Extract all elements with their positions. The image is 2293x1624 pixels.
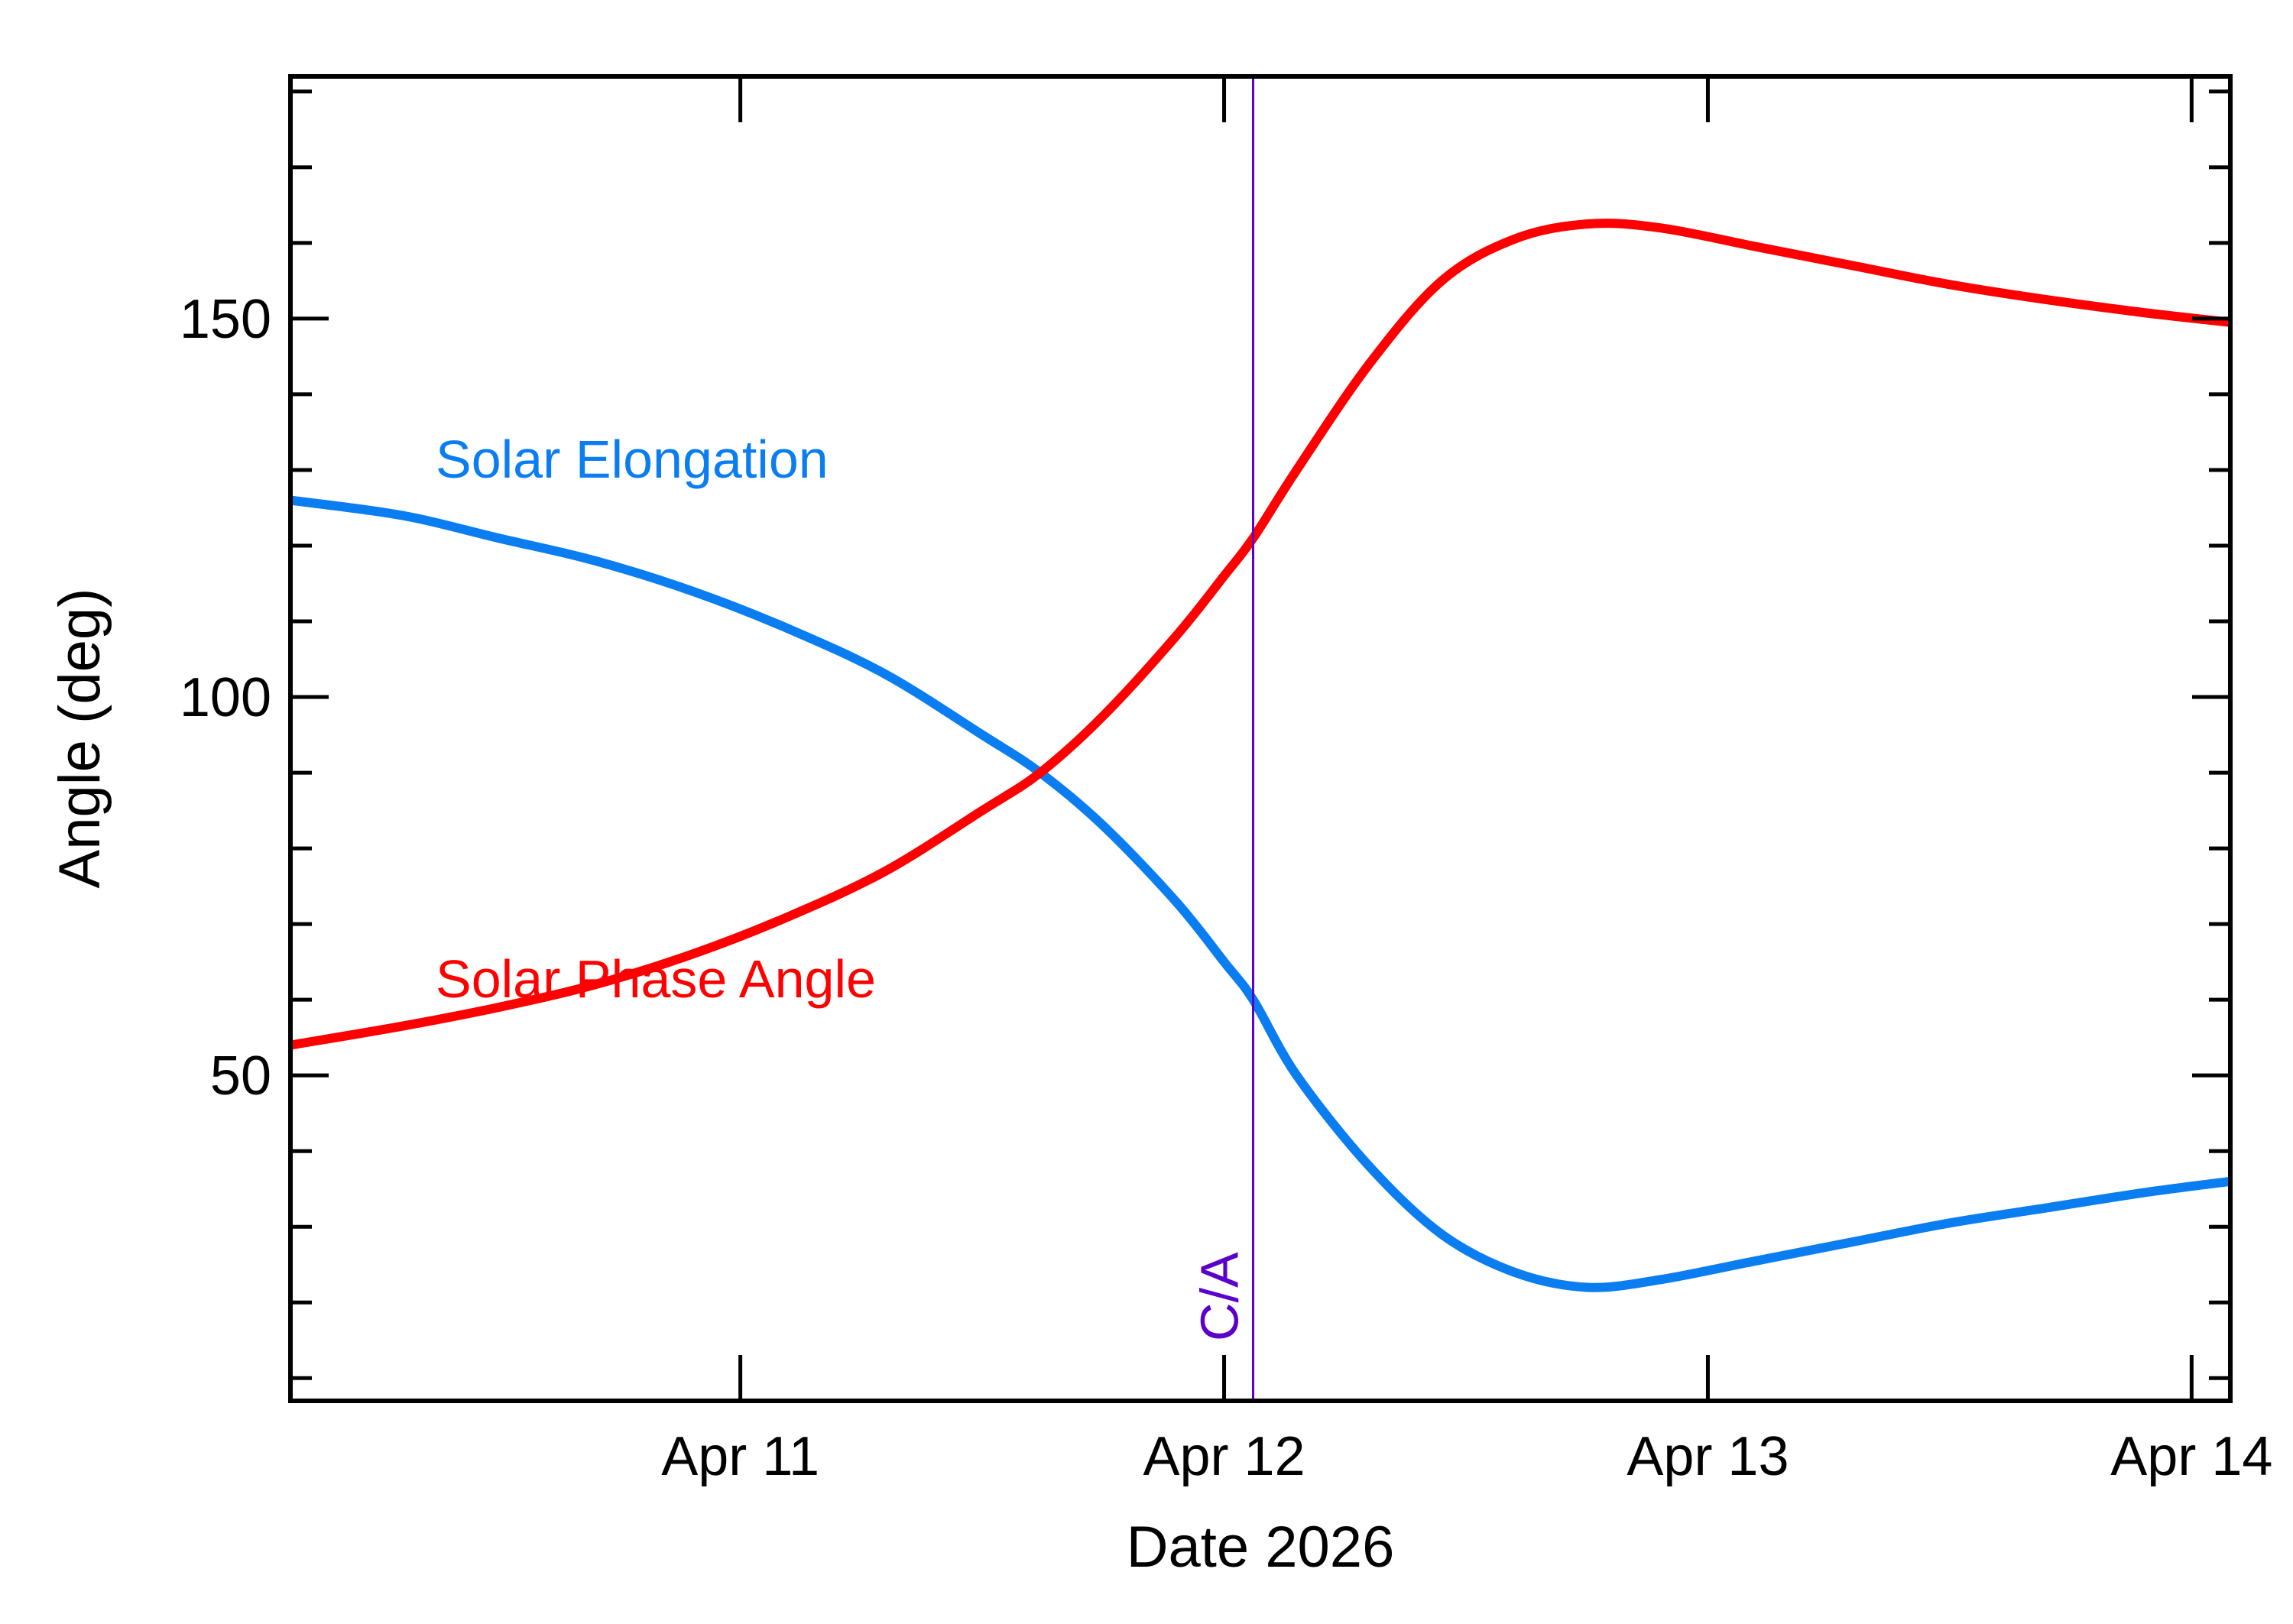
y-tick-labels: 50 100 150 bbox=[180, 289, 271, 1107]
y-tick-label: 100 bbox=[180, 667, 271, 728]
x-tick-label: Apr 14 bbox=[2110, 1426, 2272, 1487]
axis-ticks bbox=[290, 76, 2230, 1401]
closest-approach-marker: C/A bbox=[1190, 76, 1255, 1401]
closest-approach-label: C/A bbox=[1190, 1252, 1250, 1341]
series-labels: Solar Elongation Solar Phase Angle bbox=[436, 430, 876, 1009]
y-tick-label: 150 bbox=[180, 289, 271, 350]
y-axis-title: Angle (deg) bbox=[47, 588, 112, 889]
x-tick-label: Apr 11 bbox=[661, 1426, 819, 1487]
plot-frame bbox=[288, 74, 2233, 1403]
series-label: Solar Phase Angle bbox=[436, 949, 876, 1009]
x-tick-label: Apr 13 bbox=[1627, 1426, 1789, 1487]
y-tick-label: 50 bbox=[210, 1045, 271, 1107]
x-axis-title: Date 2026 bbox=[1127, 1515, 1395, 1580]
x-tick-labels: Apr 11 Apr 12 Apr 13 Apr 14 bbox=[661, 1426, 2272, 1487]
x-tick-label: Apr 12 bbox=[1143, 1426, 1305, 1487]
series-label: Solar Elongation bbox=[436, 430, 829, 489]
